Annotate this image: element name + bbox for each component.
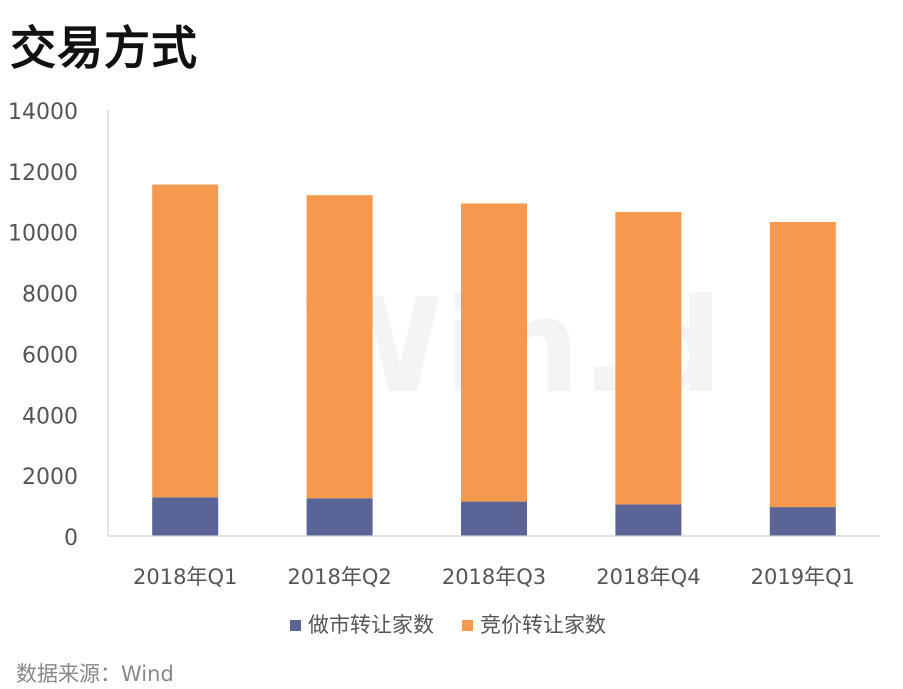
bar-segment-bidding: [461, 203, 527, 502]
bar-segment-market-making: [615, 504, 682, 536]
y-tick-label: 0: [64, 526, 78, 551]
y-tick-label: 2000: [22, 465, 78, 490]
legend-label: 做市转让家数: [308, 613, 434, 637]
bar-segment-market-making: [306, 498, 373, 536]
data-source-note: 数据来源：Wind: [16, 662, 174, 686]
legend-swatch: [290, 620, 301, 631]
bar-segment-bidding: [615, 211, 682, 505]
x-tick-label: 2019年Q1: [751, 565, 855, 589]
bar-segment-bidding: [152, 184, 219, 498]
legend: 做市转让家数 竞价转让家数: [290, 613, 606, 637]
axes-layer: 0 2000 4000 6000 8000 10000 12000 14000 2018年Q1 2…: [8, 100, 880, 589]
y-tick-label: 10000: [8, 222, 78, 247]
legend-label: 竞价转让家数: [480, 613, 606, 637]
y-tick-label: 14000: [8, 100, 78, 125]
x-tick-label: 2018年Q2: [287, 565, 391, 589]
bar-segment-bidding: [769, 221, 836, 508]
bar-segment-bidding: [306, 195, 373, 499]
y-tick-label: 4000: [22, 404, 78, 429]
y-tick-label: 12000: [8, 161, 78, 186]
x-tick-label: 2018年Q1: [133, 565, 237, 589]
y-tick-label: 6000: [22, 343, 78, 368]
bar-segment-market-making: [461, 501, 527, 536]
x-tick-label: 2018年Q3: [442, 565, 546, 589]
y-tick-label: 8000: [22, 283, 78, 308]
bar-segment-market-making: [152, 497, 219, 536]
bars-layer: [152, 184, 836, 536]
chart-title: 交易方式: [10, 21, 198, 75]
legend-swatch: [462, 620, 473, 631]
x-tick-label: 2018年Q4: [596, 565, 700, 589]
bar-segment-market-making: [769, 507, 836, 536]
